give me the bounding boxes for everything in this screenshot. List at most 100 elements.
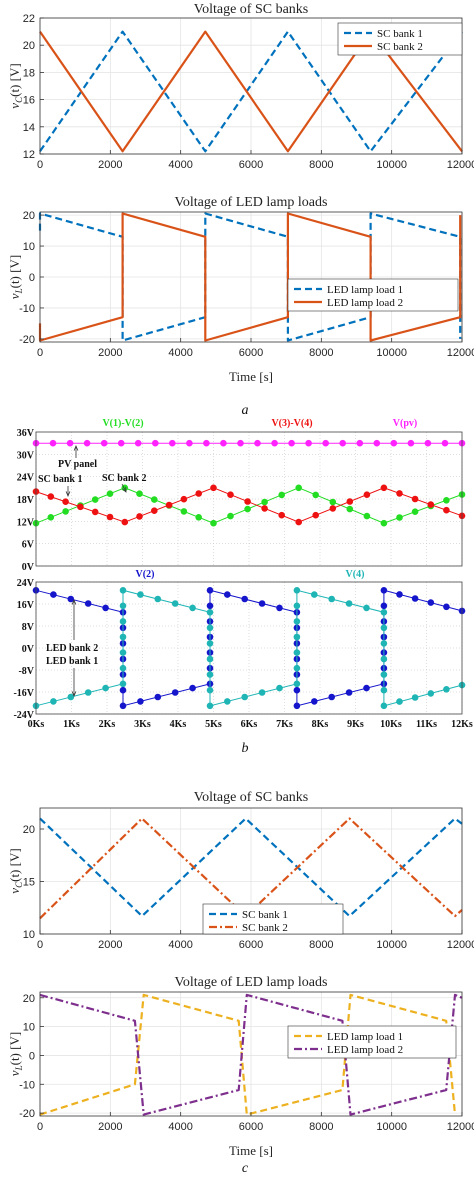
series-marker — [152, 439, 159, 447]
x-tick-label: 8000 — [309, 347, 333, 359]
series-marker — [363, 684, 370, 692]
y-tick-label: -16V — [13, 688, 34, 699]
chart-sc-banks-c: 0 2000 4000 6000 8000 10000 12000 10 15 20 Voltage… — [7, 790, 474, 951]
series-marker — [380, 686, 388, 694]
series-marker — [293, 680, 301, 688]
series-marker — [390, 439, 398, 447]
series-marker — [84, 600, 92, 607]
series-marker — [189, 604, 196, 612]
y-tick-label: 10 — [23, 929, 35, 941]
series-marker — [66, 439, 74, 447]
series-marker — [441, 439, 449, 447]
series-marker — [411, 495, 419, 503]
series-marker — [227, 512, 234, 520]
chart-sc-banks-a: 0 2000 4000 6000 8000 10000 12000 12 14 16 18 20 22 V… — [7, 2, 474, 171]
series-marker — [443, 603, 450, 611]
series-label-v1-v2: V(1)-V(2) — [102, 418, 143, 429]
y-tick-label: 36V — [17, 428, 35, 439]
series-marker — [322, 439, 330, 447]
series-marker — [329, 505, 337, 512]
series-marker — [169, 439, 176, 447]
axes-frame — [35, 431, 463, 567]
x-tick-label: 0 — [37, 347, 43, 359]
series-marker — [278, 491, 286, 499]
series-marker — [295, 518, 303, 526]
series-marker — [119, 649, 127, 656]
series-marker — [345, 600, 353, 607]
series-marker — [380, 655, 388, 663]
series-marker — [119, 587, 127, 594]
x-tick-label: 6000 — [239, 939, 263, 951]
series-marker — [276, 604, 283, 612]
series-line-2 — [39, 817, 463, 920]
series-marker — [380, 587, 388, 594]
y-tick-label: 0 — [29, 272, 35, 284]
annotation-arrowhead — [73, 444, 79, 451]
x-tick-label: 8000 — [309, 159, 333, 171]
panel-label-a: a — [242, 403, 249, 418]
series-line-1 — [38, 212, 462, 342]
y-tick-label: 30V — [17, 450, 35, 461]
series-line-1 — [39, 993, 457, 1116]
series-marker — [206, 602, 214, 610]
series-marker — [293, 633, 301, 641]
y-tick-label: 0V — [22, 562, 35, 573]
legend-box — [202, 903, 344, 935]
series-marker — [50, 698, 57, 705]
x-tick-label: 10000 — [376, 159, 407, 171]
series-marker — [227, 491, 234, 499]
x-tick-label: 4000 — [168, 347, 192, 359]
series-marker — [137, 591, 144, 598]
chart-sim-led-banks-b: -24V -16V -8V 0V 8V 16V 24V 0Ks 1Ks 2Ks 3Ks 4Ks 5Ks 6… — [13, 569, 473, 730]
series-marker — [206, 686, 214, 694]
legend-entry: LED lamp load 2 — [327, 1044, 403, 1056]
series-marker — [119, 633, 127, 641]
series-marker — [261, 505, 268, 512]
annotation-arrowhead — [71, 691, 77, 698]
annotation-arrow — [121, 483, 127, 493]
x-tick-label: 2000 — [98, 159, 122, 171]
series-marker — [427, 690, 435, 697]
series-marker — [136, 513, 143, 520]
x-tick-label: 6000 — [239, 1121, 263, 1133]
series-marker — [271, 439, 278, 447]
series-marker — [83, 439, 91, 447]
series-marker — [136, 490, 143, 498]
series-marker — [134, 439, 142, 447]
series-marker — [171, 689, 179, 696]
series-marker — [363, 604, 370, 612]
series-marker — [443, 686, 450, 693]
series-marker — [380, 609, 388, 616]
x-tick-label: 7Ks — [276, 719, 293, 730]
series-marker — [293, 686, 301, 694]
series-marker — [119, 680, 127, 688]
series-marker — [206, 640, 214, 647]
series-marker — [295, 484, 303, 492]
series-marker — [293, 664, 301, 672]
series-marker — [293, 618, 301, 625]
y-tick-label: 20 — [23, 824, 35, 836]
series-marker — [356, 439, 364, 447]
series-marker — [151, 496, 158, 503]
x-tick-label: 4000 — [168, 159, 192, 171]
series-marker — [396, 591, 403, 598]
series-marker — [189, 684, 196, 692]
panel-label-b: b — [242, 741, 249, 756]
x-tick-label: 2000 — [98, 939, 122, 951]
series-marker — [311, 698, 318, 705]
y-tick-label: 20 — [23, 993, 35, 1005]
x-tick-label: 4000 — [168, 939, 192, 951]
series-marker — [206, 655, 214, 663]
y-tick-label: -10 — [19, 1079, 35, 1091]
y-tick-label: 18 — [23, 67, 35, 79]
x-tick-label: 12Ks — [451, 719, 473, 730]
annotation-pv-panel: PV panel — [58, 459, 97, 470]
series-marker — [224, 698, 231, 705]
series-marker — [288, 439, 295, 447]
x-tick-label: 2000 — [98, 1121, 122, 1133]
series-marker — [67, 693, 75, 701]
series-marker — [47, 493, 55, 500]
y-tick-label: 8V — [22, 622, 35, 633]
series-marker — [84, 689, 92, 696]
